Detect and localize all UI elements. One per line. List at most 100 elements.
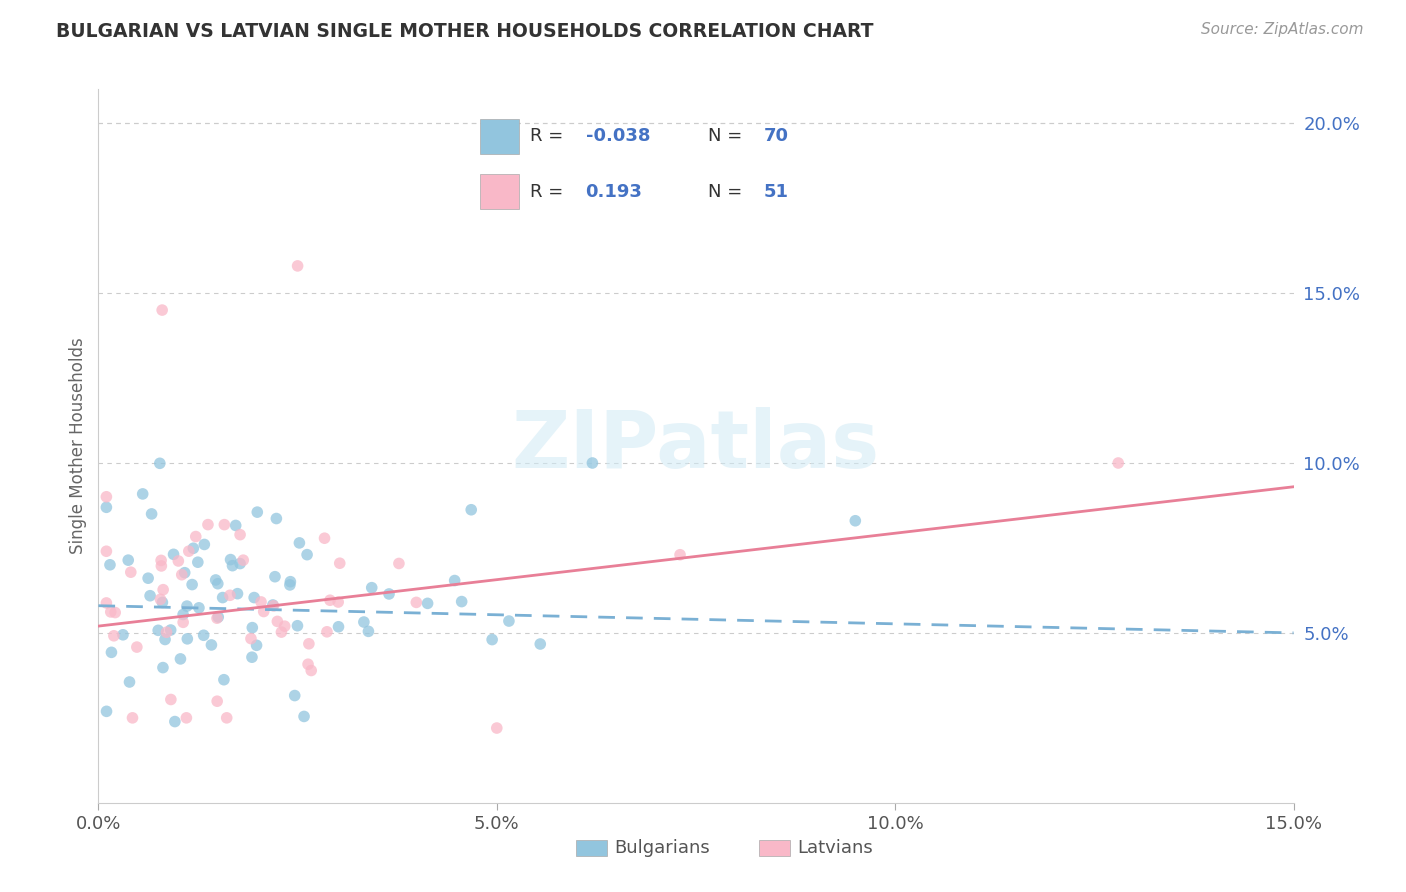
Point [150, 558, 173, 573]
Point [96, 704, 118, 718]
Point [100, 605, 122, 619]
Point [288, 536, 311, 550]
Point [150, 553, 173, 567]
Point [200, 638, 222, 652]
Point [273, 619, 295, 633]
Point [226, 587, 249, 601]
Point [207, 610, 229, 624]
Point [298, 637, 321, 651]
Point [205, 694, 228, 708]
Point [121, 711, 143, 725]
Point [388, 557, 411, 571]
Point [250, 595, 273, 609]
Point [152, 660, 174, 674]
Point [120, 565, 142, 579]
Y-axis label: Single Mother Households: Single Mother Households [69, 338, 87, 554]
Point [139, 589, 162, 603]
Point [243, 591, 266, 605]
Point [357, 624, 380, 639]
Point [481, 632, 503, 647]
Point [160, 692, 183, 706]
Point [118, 675, 141, 690]
Point [292, 709, 315, 723]
Point [329, 556, 352, 570]
Point [131, 487, 153, 501]
Point [159, 623, 181, 637]
Point [229, 557, 252, 571]
Point [287, 618, 309, 632]
Point [212, 673, 235, 687]
Point [485, 721, 508, 735]
Point [172, 615, 194, 630]
Point [280, 574, 302, 589]
Point [443, 574, 465, 588]
Point [316, 624, 339, 639]
Point [96, 490, 118, 504]
Point [262, 598, 284, 612]
Point [278, 578, 301, 592]
Point [297, 657, 319, 672]
Point [96, 596, 118, 610]
Point [1107, 456, 1129, 470]
Text: Source: ZipAtlas.com: Source: ZipAtlas.com [1201, 22, 1364, 37]
Point [177, 544, 200, 558]
Point [378, 587, 401, 601]
Point [416, 596, 439, 610]
Point [240, 650, 263, 665]
Point [136, 571, 159, 585]
Point [204, 573, 226, 587]
Point [96, 500, 118, 515]
Point [245, 638, 267, 652]
Point [353, 615, 375, 629]
Point [163, 714, 186, 729]
Point [167, 554, 190, 568]
Point [149, 592, 172, 607]
Point [215, 711, 238, 725]
Point [148, 624, 170, 638]
Point [221, 558, 243, 573]
Point [193, 537, 215, 551]
Point [155, 625, 177, 640]
Point [176, 711, 198, 725]
Point [141, 507, 163, 521]
Point [211, 591, 233, 605]
Point [150, 303, 173, 318]
Point [264, 570, 287, 584]
Point [253, 605, 276, 619]
Point [125, 640, 148, 654]
Point [669, 548, 692, 562]
Point [229, 527, 252, 541]
Point [219, 588, 242, 602]
Point [239, 632, 262, 646]
Point [287, 259, 309, 273]
Point [184, 530, 207, 544]
Point [193, 628, 215, 642]
Point [100, 645, 122, 659]
Text: Latvians: Latvians [797, 839, 873, 857]
Point [314, 531, 336, 545]
Point [187, 600, 209, 615]
Point [844, 514, 866, 528]
Point [529, 637, 551, 651]
Point [96, 544, 118, 558]
Point [225, 518, 247, 533]
Point [104, 606, 127, 620]
Point [360, 581, 382, 595]
Point [176, 632, 198, 646]
Point [176, 599, 198, 613]
Point [450, 594, 472, 608]
Point [405, 595, 427, 609]
Point [214, 517, 236, 532]
Point [153, 632, 176, 647]
Point [187, 555, 209, 569]
Point [284, 689, 307, 703]
Point [152, 582, 174, 597]
Point [169, 652, 191, 666]
Point [98, 558, 121, 572]
Point [172, 607, 194, 622]
Point [162, 547, 184, 561]
Point [173, 566, 195, 580]
Point [328, 595, 350, 609]
Point [170, 567, 193, 582]
Point [246, 505, 269, 519]
